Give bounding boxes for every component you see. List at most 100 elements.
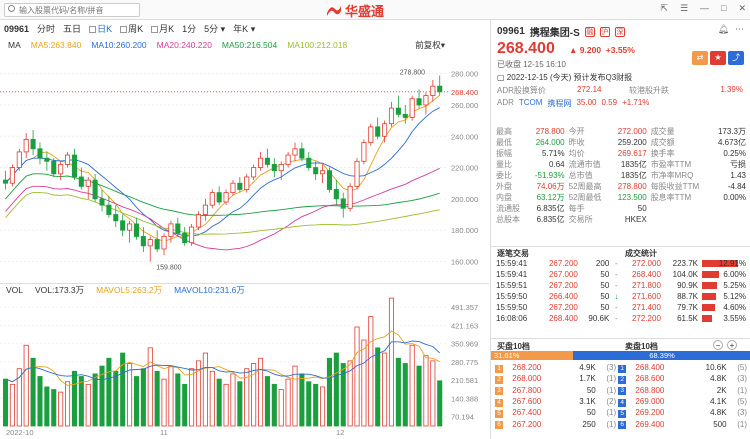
adr-quote[interactable]: ADR TCOM 携程网 35.00 0.59 +1.71% [497,98,743,109]
plus-icon[interactable]: + [727,340,737,350]
bid-price: 267.400 [512,408,542,418]
candle [154,239,160,250]
order-book-row[interactable]: 1 268.200 4.9K (3) 1 268.400 10.6K (5) [494,362,748,373]
trades-title[interactable]: 逐笔交易 [497,249,529,258]
quote-label: 成交量 [650,127,675,136]
y-tick-label: 180.000 [451,226,478,235]
y-tick-label: 160.000 [451,257,478,266]
quote-value: 123.500 [617,193,647,202]
candle [133,223,140,237]
search-input[interactable] [4,3,140,17]
quote-row: 内盘 63.12万 52周最低 123.500 股息率TTM 0.00% [494,192,748,203]
adjust-dropdown[interactable]: 前复权▾ [415,40,445,50]
trade-direction: - [614,270,618,279]
trades-table: 15:59:41 267.200 200-272.000 223.7K 12.91% 15… [494,258,748,324]
order-book-row[interactable]: 2 268.000 1.7K (1) 2 268.600 4.8K (3) [494,373,748,384]
quote-label: 量比 [496,160,512,169]
tab-weekly-k[interactable]: 周K [120,22,143,35]
tab-1min[interactable]: 1分 [182,24,197,34]
tab-yearly-k[interactable]: 年K ▾ [233,24,256,34]
volume-bar [409,344,415,427]
y-tick-label: 220.000 [451,164,478,173]
trade-button[interactable]: ⇄ [692,51,708,65]
close-icon[interactable]: ✕ [738,3,746,13]
vol-label[interactable]: VOL [6,285,24,295]
quote-value: 269.617 [617,149,647,158]
order-book-row[interactable]: 6 267.200 250 (1) 6 269.400 500 (1) [494,418,748,430]
candle [230,182,236,194]
candle [423,95,429,106]
candle [251,167,257,178]
volume-bar [388,297,395,427]
tab-five-day[interactable]: 五日 [63,24,82,34]
quote-row: 振幅 5.71% 均价 269.617 换手率 0.25% [494,148,748,159]
share-button[interactable]: ⤴ [728,51,744,65]
volume-bar [189,368,195,427]
tab-intraday[interactable]: 分时 [37,24,56,34]
ma-label[interactable]: MA [8,40,21,50]
minimize-icon[interactable]: — [700,3,710,13]
tab-monthly-k[interactable]: 月K [151,22,174,35]
volume-bar [340,363,346,427]
checkbox-icon [120,26,128,33]
ask-level: 2 [617,373,634,384]
volume-bar [430,360,436,427]
bid-price: 267.200 [512,419,542,429]
candle [278,164,284,172]
volume-chart[interactable]: 491.357 421.163 350.969 280.775 210.581 140.3… [0,296,489,428]
quote-label: 均价 [568,149,585,158]
tab-5min[interactable]: 5分 ▾ [204,24,226,34]
minus-icon[interactable]: − [713,340,723,350]
volume-bar [127,363,133,427]
order-book-row[interactable]: 4 267.600 3.1K (2) 4 269.000 4.1K (5) [494,396,748,407]
stat-volume: 90.9K [677,281,698,290]
trade-price: 267.200 [548,259,578,268]
trade-volume: 50 [600,281,610,290]
volume-bar [313,383,319,427]
quote-value: 264.000 [535,138,565,147]
order-book-row[interactable]: 3 267.800 50 (1) 3 268.800 2K (1) [494,385,748,396]
ask-orders: (5) [737,397,747,407]
quote-value: -4.84 [727,182,746,191]
y-tick-label: 280.000 [451,70,478,79]
bell-icon[interactable]: 🔔︎ [717,24,729,34]
maximize-icon[interactable]: □ [721,3,727,13]
more-icon[interactable]: ⋯ [735,24,744,34]
stats-title[interactable]: 成交统计 [625,249,657,258]
popout-icon[interactable]: ⇱ [660,3,668,13]
volume-bar [71,370,77,427]
menu-icon[interactable]: ☰ [679,3,689,13]
quote-value [710,203,748,214]
volume-bar [320,386,326,427]
calendar-icon: ▢ [497,73,505,82]
candle [285,154,291,165]
level-badge: 4 [495,398,503,407]
stat-volume: 223.7K [672,259,698,268]
bid-volume: 50 [586,385,596,395]
volume-bar [30,357,36,427]
bid-volume: 4.9K [579,363,596,373]
volume-legend: VOL VOL:173.3万 MAVOL5:263.2万 MAVOL10:231… [0,283,489,296]
quote-row: 总股本 6.835亿 交易所 HKEX [494,214,748,225]
stat-pct-cell: 4.60% [700,302,748,313]
candle [58,164,64,175]
order-book-row[interactable]: 5 267.400 50 (1) 5 269.200 4.8K (3) [494,407,748,418]
candlestick-chart[interactable]: 280.000 268.400 260.000 240.000 220.000 200.0… [0,52,489,282]
volume-bar [223,383,229,427]
top-bar: 华盛通 ⇱ ☰ — □ ✕ [0,0,750,20]
tab-daily-k-label: 日K [97,24,113,34]
quote-label: 交易所 [568,215,593,224]
volume-bar [9,383,15,427]
vol-tick-label: 491.357 [451,303,478,312]
stock-code: 09961 [497,26,525,37]
stat-volume: 88.7K [677,292,698,301]
candle [202,204,208,215]
event-notice[interactable]: ▢ 2022-12-15 (今天) 预计发布Q3财报 [497,72,632,83]
bid-level: 2 [494,373,511,384]
low-annotation: 159.800 [156,264,181,271]
trade-direction: ↓ [614,292,619,301]
tab-daily-k[interactable]: 日K [89,22,112,35]
favorite-button[interactable]: ★ [710,51,726,65]
quote-value [710,214,748,225]
checkbox-icon [151,26,159,33]
